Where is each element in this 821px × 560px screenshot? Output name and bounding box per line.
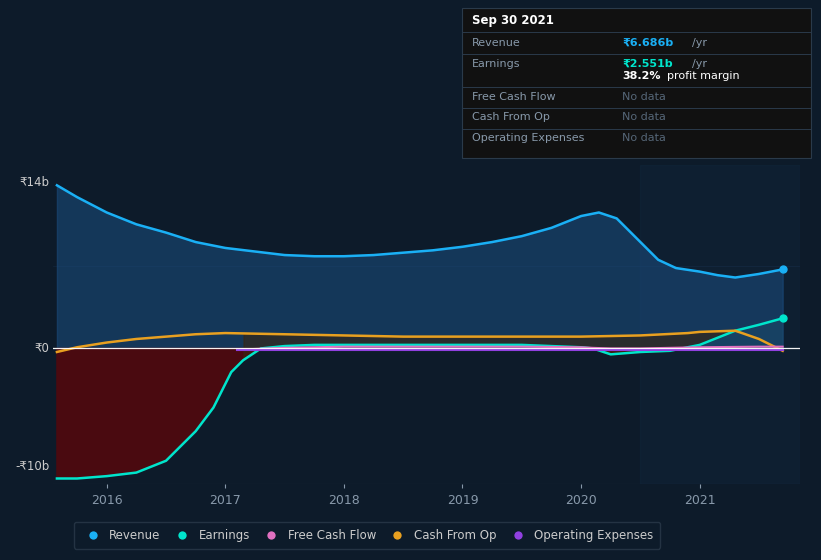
- Text: Operating Expenses: Operating Expenses: [472, 133, 585, 143]
- Text: Earnings: Earnings: [472, 59, 521, 69]
- Text: -₹10b: -₹10b: [16, 460, 49, 473]
- Text: ₹14b: ₹14b: [20, 176, 49, 189]
- Text: ₹0: ₹0: [34, 342, 49, 355]
- Text: Sep 30 2021: Sep 30 2021: [472, 13, 554, 26]
- Legend: Revenue, Earnings, Free Cash Flow, Cash From Op, Operating Expenses: Revenue, Earnings, Free Cash Flow, Cash …: [74, 521, 660, 549]
- Text: No data: No data: [622, 113, 666, 123]
- Text: ₹6.686b: ₹6.686b: [622, 38, 673, 48]
- Text: 38.2%: 38.2%: [622, 71, 661, 81]
- Text: /yr: /yr: [692, 59, 707, 69]
- Text: ₹2.551b: ₹2.551b: [622, 59, 673, 69]
- Text: No data: No data: [622, 92, 666, 102]
- Text: No data: No data: [622, 133, 666, 143]
- Bar: [640, 165, 800, 484]
- Text: Free Cash Flow: Free Cash Flow: [472, 92, 556, 102]
- Text: Revenue: Revenue: [472, 38, 521, 48]
- Text: profit margin: profit margin: [667, 71, 740, 81]
- Text: /yr: /yr: [692, 38, 707, 48]
- Text: Cash From Op: Cash From Op: [472, 113, 550, 123]
